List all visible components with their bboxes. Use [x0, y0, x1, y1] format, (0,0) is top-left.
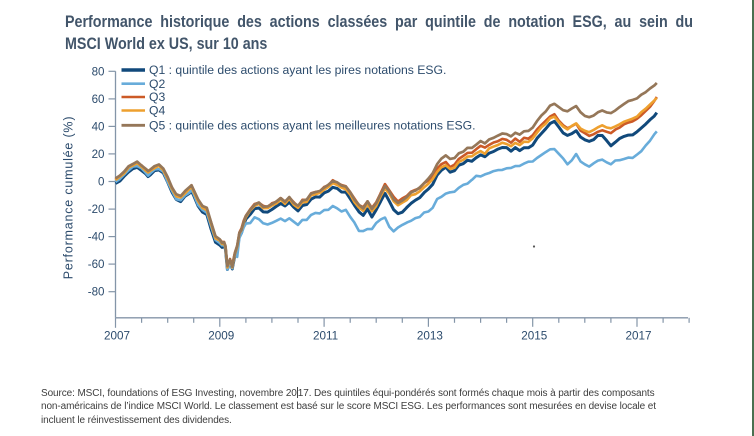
svg-text:2009: 2009	[208, 330, 234, 343]
svg-text:80: 80	[92, 65, 105, 78]
svg-text:Performance cumulée (%): Performance cumulée (%)	[62, 116, 76, 280]
svg-text:60: 60	[92, 93, 105, 106]
svg-text:Q1 : quintile des actions ayan: Q1 : quintile des actions ayant les pire…	[149, 63, 446, 77]
svg-text:2007: 2007	[104, 330, 130, 343]
svg-text:Q3: Q3	[149, 90, 165, 104]
svg-text:-80: -80	[88, 286, 105, 299]
svg-text:Q4: Q4	[149, 104, 165, 118]
svg-text:-60: -60	[88, 258, 105, 271]
svg-text:Q2: Q2	[149, 77, 165, 91]
svg-text:2017: 2017	[625, 330, 651, 343]
svg-text:-20: -20	[88, 203, 105, 216]
svg-text:20: 20	[92, 148, 105, 161]
svg-text:2015: 2015	[521, 330, 548, 343]
svg-text:0: 0	[98, 176, 104, 189]
svg-text:2013: 2013	[417, 330, 443, 343]
svg-text:-40: -40	[88, 231, 105, 244]
svg-text:40: 40	[92, 120, 105, 133]
svg-text:Q5 : quintile des actions ayan: Q5 : quintile des actions ayant les meil…	[149, 119, 476, 133]
svg-text:2011: 2011	[313, 330, 338, 343]
